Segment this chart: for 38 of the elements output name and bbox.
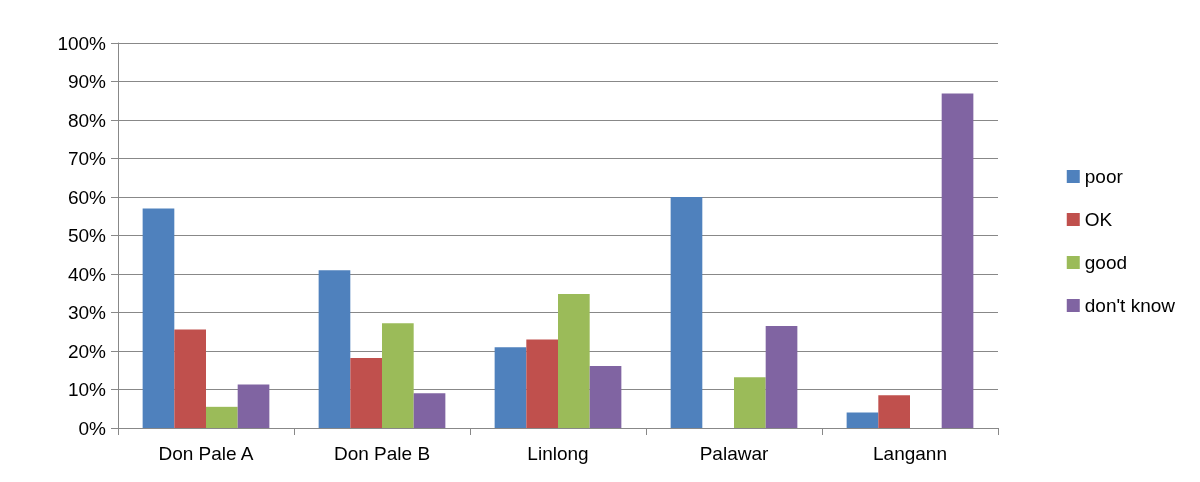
x-tick-label: Palawar <box>699 443 769 464</box>
bar <box>350 357 382 428</box>
y-tick-label: 50% <box>67 225 107 246</box>
legend-label: OK <box>1084 209 1113 230</box>
bar <box>174 329 206 428</box>
legend-label: good <box>1084 252 1128 273</box>
bar <box>142 208 175 428</box>
y-tick-label: 20% <box>67 340 107 362</box>
bar <box>589 366 622 428</box>
bar <box>382 323 414 428</box>
y-tick-label: 30% <box>67 302 107 323</box>
y-tick-label: 0% <box>78 417 107 439</box>
y-tick-label: 60% <box>67 186 107 208</box>
bar <box>237 384 270 428</box>
bar <box>413 393 446 428</box>
y-tick-label: 90% <box>67 71 107 92</box>
x-tick-label: Don Pale B <box>333 443 431 464</box>
x-tick-label: Linlong <box>527 443 589 464</box>
bar <box>846 412 879 428</box>
y-tick-label: 100% <box>57 32 107 54</box>
bar <box>494 347 527 428</box>
y-tick-label: 80% <box>67 109 107 131</box>
bar <box>206 406 238 428</box>
y-tick-label: 10% <box>67 379 107 400</box>
y-tick-label: 70% <box>67 148 107 169</box>
bar <box>670 197 703 428</box>
bar <box>878 395 910 428</box>
bar <box>526 339 558 428</box>
bar <box>558 294 590 428</box>
x-tick-label: Don Pale A <box>158 443 254 464</box>
x-tick-label: Langann <box>873 443 947 464</box>
bar <box>734 377 766 428</box>
bar <box>318 270 351 428</box>
bar <box>941 93 974 428</box>
legend-label: don't know <box>1084 295 1176 316</box>
bar <box>765 325 798 428</box>
y-tick-label: 40% <box>67 263 107 285</box>
legend-label: poor <box>1084 166 1124 187</box>
